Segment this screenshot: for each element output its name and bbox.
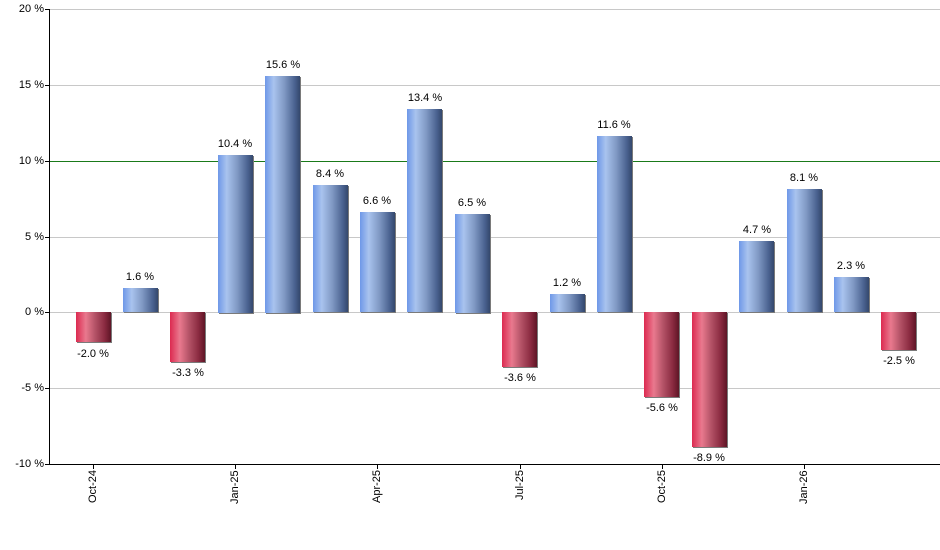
y-tick-label: 20 %: [18, 3, 44, 15]
x-tick-mark: [235, 464, 236, 469]
bar-value-label: -3.3 %: [172, 367, 204, 379]
gridline: [49, 312, 940, 313]
bar-value-label: -5.6 %: [646, 402, 678, 414]
x-tick-mark: [520, 464, 521, 469]
x-tick-mark: [804, 464, 805, 469]
y-tick-mark: [45, 237, 49, 238]
bar-value-label: -8.9 %: [693, 452, 725, 464]
bar-dec-24: [170, 312, 205, 362]
bar-feb-25: [265, 76, 300, 313]
bar-oct-25: [644, 312, 679, 397]
bar-value-label: 8.1 %: [789, 172, 819, 184]
y-tick-label: 5 %: [25, 231, 44, 243]
bar-value-label: -3.6 %: [504, 372, 536, 384]
bar-value-label: 6.5 %: [457, 197, 487, 209]
x-tick-mark: [662, 464, 663, 469]
bar-value-label: 6.6 %: [362, 195, 392, 207]
bar-value-label: 10.4 %: [217, 138, 253, 150]
reference-line: [49, 161, 940, 162]
gridline: [49, 85, 940, 86]
bar-value-label: 11.6 %: [597, 119, 631, 131]
x-tick-label: Jan-25: [229, 470, 241, 504]
y-tick-mark: [45, 161, 49, 162]
bar-aug-25: [550, 294, 585, 312]
x-axis: [49, 464, 940, 465]
bar-jan-25: [218, 155, 253, 313]
bar-value-label: 2.3 %: [836, 260, 866, 272]
y-axis: [49, 9, 50, 465]
bar-mar-25: [313, 185, 348, 312]
bar-feb-26: [834, 277, 869, 312]
bar-dec-25: [739, 241, 774, 312]
x-tick-mark: [377, 464, 378, 469]
bar-jul-25: [502, 312, 537, 367]
y-tick-label: 15 %: [18, 79, 44, 91]
x-tick-label: Apr-25: [371, 469, 383, 503]
bar-apr-25: [360, 212, 395, 312]
y-tick-mark: [45, 388, 49, 389]
gridline: [49, 237, 940, 238]
x-tick-label: Jan-26: [798, 470, 810, 504]
y-tick-mark: [45, 464, 49, 465]
bar-jun-25: [455, 214, 490, 313]
gridline: [49, 388, 940, 389]
bar-nov-24: [123, 288, 158, 312]
bar-value-label: -2.5 %: [883, 355, 915, 367]
gridline: [49, 9, 940, 10]
bar-value-label: 15.6 %: [265, 59, 301, 71]
y-tick-mark: [45, 312, 49, 313]
bar-value-label: 8.4 %: [315, 168, 345, 180]
y-tick-mark: [45, 9, 49, 10]
x-tick-mark: [93, 464, 94, 469]
bar-oct-24: [76, 312, 111, 342]
bar-value-label: 13.4 %: [407, 92, 443, 104]
x-tick-label: Jul-25: [514, 470, 526, 500]
y-tick-mark: [45, 85, 49, 86]
x-tick-label: Oct-24: [87, 469, 99, 503]
y-tick-label: 0 %: [25, 306, 44, 318]
bar-value-label: -2.0 %: [77, 348, 109, 360]
bar-jan-26: [787, 189, 822, 312]
bar-nov-25: [692, 312, 727, 447]
y-tick-label: 10 %: [18, 155, 44, 167]
x-tick-label: Oct-25: [656, 469, 668, 503]
bar-sep-25: [597, 136, 632, 312]
bar-value-label: 1.6 %: [125, 271, 155, 283]
bar-value-label: 4.7 %: [742, 224, 772, 236]
bar-value-label: 1.2 %: [552, 277, 582, 289]
y-tick-label: -10 %: [15, 458, 44, 470]
bar-mar-26: [881, 312, 916, 350]
bar-may-25: [407, 109, 442, 312]
y-tick-label: -5 %: [21, 382, 44, 394]
